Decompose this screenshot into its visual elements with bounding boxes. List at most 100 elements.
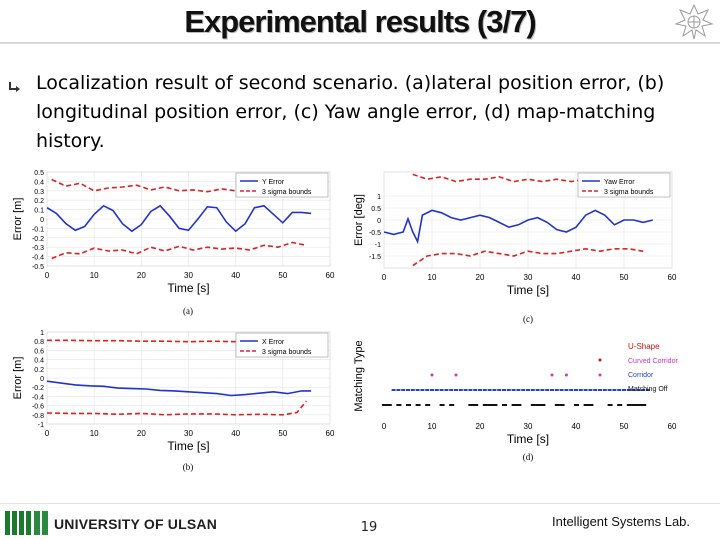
data-mark-curved-corridor — [550, 373, 554, 377]
data-mark-corridor — [487, 389, 492, 391]
series-line-bound — [412, 247, 644, 267]
legend-label: Matching Off — [628, 386, 668, 393]
x-tick-label: 40 — [572, 273, 581, 282]
data-mark-matching-off — [530, 404, 536, 406]
x-axis-title: Time [s] — [167, 439, 209, 453]
x-tick-label: 40 — [572, 422, 581, 431]
data-mark-matching-off — [617, 404, 623, 406]
legend-label: 3 sigma bounds — [262, 349, 312, 356]
data-mark-matching-off — [641, 404, 647, 406]
data-mark-corridor — [401, 389, 406, 391]
y-tick-label: 0.4 — [34, 179, 44, 186]
data-mark-matching-off — [540, 404, 546, 406]
data-mark-corridor — [516, 389, 521, 391]
data-mark-corridor — [569, 389, 574, 391]
data-mark-corridor — [530, 389, 535, 391]
data-mark-matching-off — [425, 404, 431, 406]
data-mark-corridor — [478, 389, 482, 391]
data-mark-matching-off — [473, 404, 479, 406]
data-mark-corridor — [574, 389, 578, 391]
legend-box — [235, 332, 329, 358]
y-axis-title: Error [m] — [12, 357, 24, 400]
data-mark-corridor — [492, 389, 497, 391]
y-axis-title: Matching Type — [353, 340, 365, 411]
y-tick-label: 0.2 — [34, 198, 44, 205]
y-tick-label: -0.8 — [32, 413, 44, 420]
x-tick-label: 20 — [137, 271, 146, 280]
legend-label: X Error — [262, 339, 285, 346]
y-tick-label: -0.6 — [32, 404, 44, 411]
data-mark-corridor — [607, 389, 612, 391]
data-mark-corridor — [535, 389, 540, 391]
x-tick-label: 40 — [231, 429, 240, 438]
x-tick-label: 50 — [620, 422, 629, 431]
data-mark-corridor — [631, 389, 636, 391]
data-mark-corridor — [439, 389, 444, 391]
data-mark-u-shape — [598, 358, 602, 362]
data-mark-corridor — [622, 389, 626, 391]
legend-box — [577, 172, 671, 198]
data-mark-corridor — [406, 389, 410, 391]
y-tick-label: 0 — [377, 218, 381, 225]
data-mark-corridor — [646, 389, 650, 391]
data-mark-matching-off — [386, 404, 392, 406]
data-mark-corridor — [612, 389, 617, 391]
data-mark-corridor — [430, 389, 434, 391]
university-crest-logo — [674, 3, 714, 40]
legend: Y Error 3 sigma bounds — [235, 172, 329, 198]
figure-caption: (a) — [183, 306, 193, 316]
y-tick-label: -1.5 — [369, 254, 381, 261]
y-axis-title: Error [deg] — [353, 194, 365, 246]
series-line-estimate — [46, 380, 312, 397]
data-mark-corridor — [636, 389, 641, 391]
y-tick-label: 0.4 — [34, 358, 44, 365]
y-tick-label: 0.6 — [34, 348, 44, 355]
y-tick-label: 0.1 — [34, 208, 44, 215]
figure-caption: (b) — [183, 462, 194, 472]
data-mark-corridor — [396, 389, 401, 391]
x-tick-label: 60 — [668, 273, 677, 282]
x-tick-label: 50 — [278, 271, 287, 280]
legend-label: Yaw Error — [604, 179, 635, 186]
data-mark-corridor — [526, 389, 530, 391]
data-mark-corridor — [497, 389, 502, 391]
data-mark-matching-off — [396, 404, 402, 406]
x-tick-label: 0 — [382, 422, 387, 431]
chart-b: 0 10 20 30 40 50 60 1 0.8 0.6 0.4 0.2 0 -0.2 -0.4 -0.6 -… — [12, 330, 335, 472]
x-tick-label: 60 — [326, 429, 335, 438]
data-mark-corridor — [583, 389, 588, 391]
y-tick-label: -1 — [375, 242, 381, 249]
title-underline — [0, 42, 720, 44]
data-mark-corridor — [521, 389, 526, 391]
data-mark-matching-off — [511, 404, 517, 406]
data-mark-matching-off — [583, 404, 589, 406]
x-tick-label: 10 — [428, 422, 437, 431]
y-tick-label: 0.5 — [371, 206, 381, 213]
legend-label: Corridor — [628, 372, 654, 379]
data-mark-corridor — [588, 389, 593, 391]
y-tick-label: 0.5 — [34, 170, 44, 177]
data-mark-matching-off — [535, 404, 541, 406]
x-tick-label: 20 — [476, 273, 485, 282]
chart-a: 0 10 20 30 40 50 60 0.5 0.4 0.3 0.2 0.1 0 -0.1 -0.2 -0.… — [12, 170, 335, 316]
y-tick-label: -0.3 — [32, 245, 44, 252]
figure-description: Localization result of second scenario. … — [36, 72, 665, 152]
y-tick-label: 0 — [40, 217, 44, 224]
data-mark-curved-corridor — [564, 373, 568, 377]
data-mark-curved-corridor — [430, 373, 434, 377]
x-tick-label: 30 — [184, 271, 193, 280]
data-mark-corridor — [458, 389, 463, 391]
legend: X Error 3 sigma bounds — [235, 332, 329, 358]
page-number: 19 — [360, 520, 378, 535]
x-tick-label: 30 — [524, 422, 533, 431]
data-mark-corridor — [506, 389, 511, 391]
series-line-bound — [51, 241, 307, 260]
data-mark-corridor — [482, 389, 487, 391]
university-name: UNIVERSITY OF ULSAN — [54, 516, 218, 532]
data-mark-corridor — [598, 389, 602, 391]
x-tick-label: 60 — [326, 271, 335, 280]
data-mark-corridor — [415, 389, 420, 391]
y-tick-label: -0.4 — [32, 255, 44, 262]
figure-caption: (d) — [523, 452, 534, 462]
x-tick-label: 0 — [382, 273, 387, 282]
